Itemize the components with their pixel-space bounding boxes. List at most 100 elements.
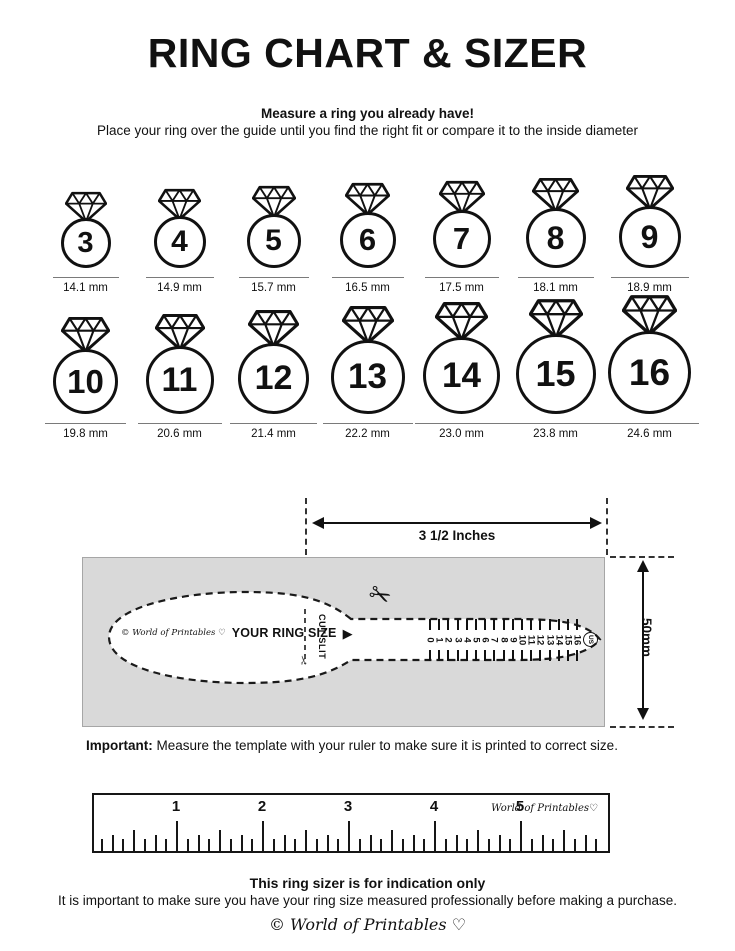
footer-disclaimer-text: It is important to make sure you have yo… (57, 893, 678, 908)
ruler-tick (455, 835, 458, 851)
ring-size-15: 15 23.8 mm (507, 298, 604, 440)
scale-tick (465, 650, 468, 661)
scale-tick (502, 619, 505, 630)
width-dimension-label: 3 1/2 Inches (418, 528, 496, 543)
arrowhead-down-icon (637, 708, 649, 720)
brand-logo: © World of Printables ♡ (121, 628, 226, 638)
ring-row-1: 3 14.1 mm 4 14.9 mm 5 15.7 mm 6 16.5 mm … (0, 166, 735, 294)
diamond-icon (626, 174, 674, 210)
ruler-tick (434, 821, 436, 851)
dimension-dashed-line-right (606, 498, 608, 555)
ring-band: 14 (423, 337, 500, 414)
ring-underline (600, 423, 699, 424)
ring-underline (322, 423, 413, 424)
ring-band: 8 (525, 208, 586, 268)
scale-tick (567, 650, 569, 661)
sizer-head-text: © World of Printables ♡ YOUR RING SIZE ▶ (121, 626, 353, 640)
subtitle-bold: Measure a ring you already have! (260, 106, 475, 121)
scale-tick (539, 619, 542, 630)
ruler-number: 3 (343, 798, 353, 815)
scale-tick (493, 650, 496, 661)
ruler-tick (197, 835, 200, 851)
scale-tick (456, 619, 459, 630)
ring-diameter-label: 23.0 mm (439, 428, 484, 440)
footer-disclaimer-bold: This ring sizer is for indication only (249, 875, 486, 891)
ruler-tick (229, 839, 232, 851)
ruler-tick (444, 839, 447, 851)
ring-underline (517, 277, 594, 278)
diamond-icon (532, 177, 579, 212)
diamond-icon (155, 313, 205, 351)
scale-tick (548, 650, 551, 661)
scale-tick (530, 650, 533, 661)
ruler-tick (412, 835, 415, 851)
ring-underline (230, 423, 317, 424)
ruler-tick (348, 821, 350, 851)
scale-tick (511, 619, 514, 630)
ring-diameter-label: 14.1 mm (63, 282, 108, 294)
ruler-tick (423, 839, 426, 851)
diamond-icon (345, 182, 390, 216)
ruler-tick (573, 839, 576, 851)
scale-number: 16 (571, 634, 583, 646)
ring-size-number: 12 (254, 359, 293, 397)
ring-size-6: 6 16.5 mm (321, 182, 415, 294)
scale-tick (429, 619, 431, 630)
ring-size-4: 4 14.9 mm (133, 188, 227, 294)
scale-tick (576, 650, 579, 661)
ruler-tick (219, 830, 221, 851)
scissors-small-icon: ✂ (297, 654, 312, 666)
ruler-tick (154, 835, 157, 851)
ring-size-10: 10 19.8 mm (39, 316, 133, 440)
scale-tick (447, 650, 450, 661)
ruler-tick (315, 839, 318, 851)
diamond-icon (439, 180, 485, 215)
ring-size-number: 11 (161, 360, 198, 399)
scale-tick (557, 650, 560, 661)
ring-underline (331, 277, 404, 278)
your-ring-size-label: YOUR RING SIZE (231, 626, 337, 640)
subtitle: Place your ring over the guide until you… (96, 123, 639, 138)
ring-size-3: 3 14.1 mm (39, 191, 133, 294)
ruler-brand-logo: World of Printables♡ (491, 803, 598, 814)
ruler-tick (466, 839, 469, 851)
cut-slit-label: CUT SLIT (317, 614, 327, 660)
ring-band: 13 (330, 340, 405, 414)
ruler-tick (208, 839, 211, 851)
scale-tick (539, 650, 542, 661)
ring-band: 5 (246, 214, 301, 268)
scale-tick (502, 650, 505, 661)
ring-diameter-label: 19.8 mm (63, 428, 108, 440)
ring-underline (238, 277, 309, 278)
sizer-template-box: © World of Printables ♡ YOUR RING SIZE ▶… (82, 557, 605, 727)
ring-size-number: 5 (265, 224, 282, 257)
ring-size-number: 14 (442, 355, 481, 395)
ruler-tick (391, 830, 393, 851)
ring-size-number: 9 (640, 218, 659, 255)
scale-tick (521, 650, 523, 661)
ruler-tick (272, 839, 275, 851)
ruler-number: 4 (429, 798, 439, 815)
ring-band: 9 (618, 206, 681, 268)
ruler-tick (380, 839, 383, 851)
ring-band: 3 (60, 218, 111, 268)
ring-underline (424, 277, 499, 278)
ring-size-12: 12 21.4 mm (227, 309, 321, 440)
ruler-tick (186, 839, 189, 851)
ring-diameter-label: 14.9 mm (157, 282, 202, 294)
ring-diameter-label: 17.5 mm (439, 282, 484, 294)
scale-tick (557, 619, 560, 630)
ring-size-number: 16 (628, 351, 671, 393)
ring-size-number: 6 (358, 222, 377, 257)
ruler-tick (563, 830, 565, 851)
ring-band: 15 (515, 334, 596, 414)
ruler-tick (595, 839, 598, 851)
reference-ruler: World of Printables♡ 1 2 3 4 5 (92, 793, 610, 853)
ring-underline (137, 423, 222, 424)
scale-tick (438, 619, 441, 630)
diamond-icon (61, 316, 110, 353)
scale-tick (465, 619, 468, 630)
scale-tick (493, 619, 496, 630)
ring-size-16: 16 24.6 mm (600, 294, 699, 440)
